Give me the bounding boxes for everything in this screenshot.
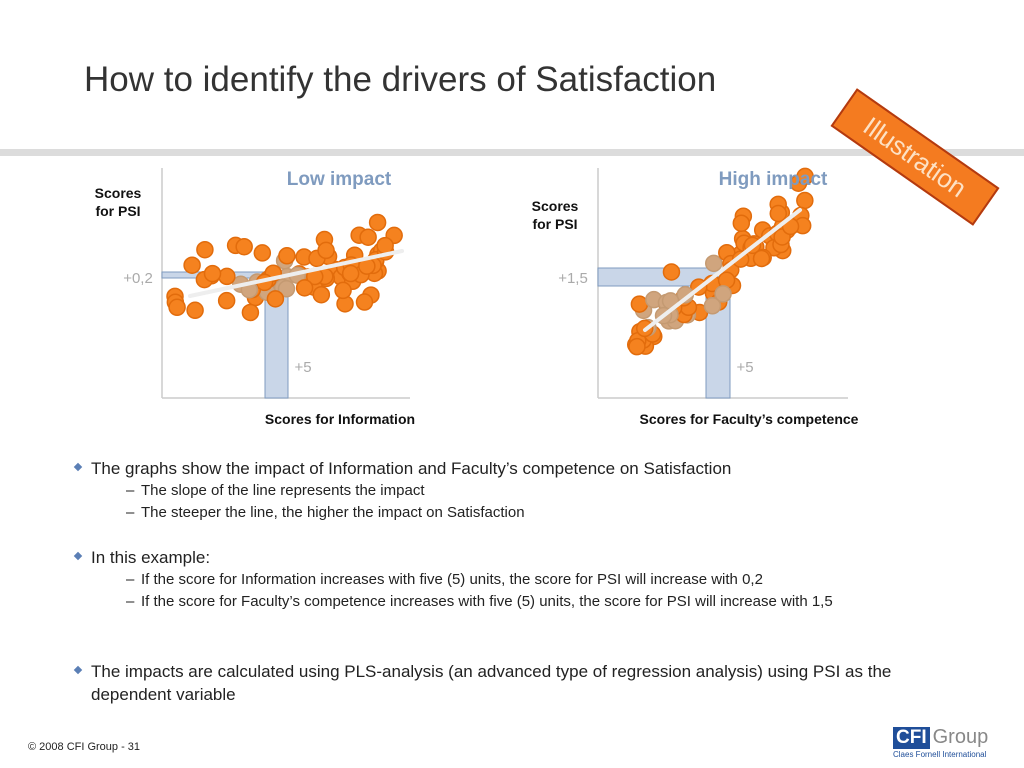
scatter-dot — [196, 240, 214, 259]
bullet: In this example: – If the score for Inform… — [73, 546, 975, 613]
bullet-marker — [73, 665, 83, 675]
scatter-dot — [277, 280, 296, 298]
sub-bullet-marker: – — [126, 593, 135, 610]
scatter-dot — [203, 264, 222, 283]
bullet-marker — [73, 551, 83, 561]
scatter-dot — [334, 281, 352, 300]
header-rule — [0, 149, 1024, 156]
scatter-dot — [796, 167, 814, 186]
y-annotation: +0,2 — [123, 270, 153, 287]
scatter-dot — [630, 295, 649, 313]
scatter-dot — [183, 256, 201, 274]
y-axis-label: for PSI — [95, 203, 140, 219]
x-annotation: +5 — [294, 359, 311, 376]
scatter-dot — [796, 191, 814, 210]
y-axis-label: Scores — [95, 185, 142, 201]
scatter-dot — [714, 285, 732, 303]
bullet-text: The graphs show the impact of Informatio… — [91, 459, 732, 478]
sub-bullet-text: The steeper the line, the higher the imp… — [141, 504, 525, 521]
x-axis-label: Scores for Faculty’s competence — [640, 411, 859, 427]
sub-bullet-marker: – — [126, 504, 135, 521]
chart-title: Low impact — [287, 169, 392, 190]
scatter-dot — [355, 293, 374, 311]
copyright: © 2008 CFI Group - 31 — [28, 741, 141, 753]
bullet-marker — [73, 462, 83, 472]
scatter-dot — [705, 254, 723, 273]
sub-bullet-text: If the score for Information increases w… — [141, 571, 763, 588]
logo-word: Group — [932, 726, 989, 748]
y-axis-label: Scores — [532, 198, 579, 214]
scatter-dot — [278, 247, 296, 265]
bullet-text: The impacts are calculated using PLS-ana… — [91, 662, 892, 704]
logo: CFI Group Claes Fornell International — [893, 726, 988, 759]
bullet: The graphs show the impact of Informatio… — [73, 457, 975, 524]
y-annotation: +1,5 — [558, 270, 588, 287]
logo-mark: CFI — [893, 727, 930, 749]
y-axis-label: for PSI — [532, 216, 577, 232]
scatter-dot — [217, 291, 236, 310]
slide-title: How to identify the drivers of Satisfact… — [84, 60, 717, 99]
scatter-dot — [376, 236, 394, 255]
logo-tagline: Claes Fornell International — [893, 750, 987, 759]
trend-line — [188, 249, 404, 298]
scatter-dot — [235, 237, 253, 256]
scatter-dot — [752, 249, 771, 268]
highlight-bar — [597, 267, 719, 287]
scatter-dot — [253, 244, 272, 262]
sub-bullet-text: If the score for Faculty’s competence in… — [141, 593, 833, 610]
x-axis-label: Scores for Information — [265, 411, 415, 427]
scatter-dot — [295, 279, 314, 297]
sub-bullet-marker: – — [126, 482, 135, 499]
sub-bullet: – The slope of the line represents the im… — [126, 480, 975, 502]
scatter-dot — [359, 228, 377, 246]
scatter-dot — [266, 290, 285, 308]
sub-bullet-text: The slope of the line represents the imp… — [141, 482, 425, 499]
bullet: The impacts are calculated using PLS-ana… — [73, 660, 975, 706]
scatter-dot — [241, 303, 260, 322]
scatter-dot — [703, 297, 722, 315]
sub-bullet: – If the score for Faculty’s competence i… — [126, 591, 975, 613]
scatter-dot — [368, 213, 387, 232]
scatter-dot — [312, 285, 331, 304]
bullet-text: In this example: — [91, 548, 211, 567]
scatter-dot — [769, 204, 788, 223]
scatter-dot — [317, 241, 335, 260]
scatter-dot — [168, 298, 186, 317]
scatter-dot — [732, 214, 751, 232]
sub-bullet: – If the score for Information increases … — [126, 569, 975, 591]
charts: Low impact Scores for PSI +0,2 +5 Scores for … — [95, 167, 859, 427]
scatter-dot — [218, 267, 236, 286]
scatter-dot — [662, 263, 681, 281]
trend-line — [643, 208, 802, 332]
chart-title: High impact — [719, 169, 828, 190]
sub-bullet: – The steeper the line, the higher the im… — [126, 502, 975, 524]
x-annotation: +5 — [736, 359, 753, 376]
scatter-dot — [186, 301, 204, 320]
scatter-dot — [341, 264, 360, 283]
scatter-dot — [628, 337, 646, 356]
sub-bullet-marker: – — [126, 571, 135, 588]
